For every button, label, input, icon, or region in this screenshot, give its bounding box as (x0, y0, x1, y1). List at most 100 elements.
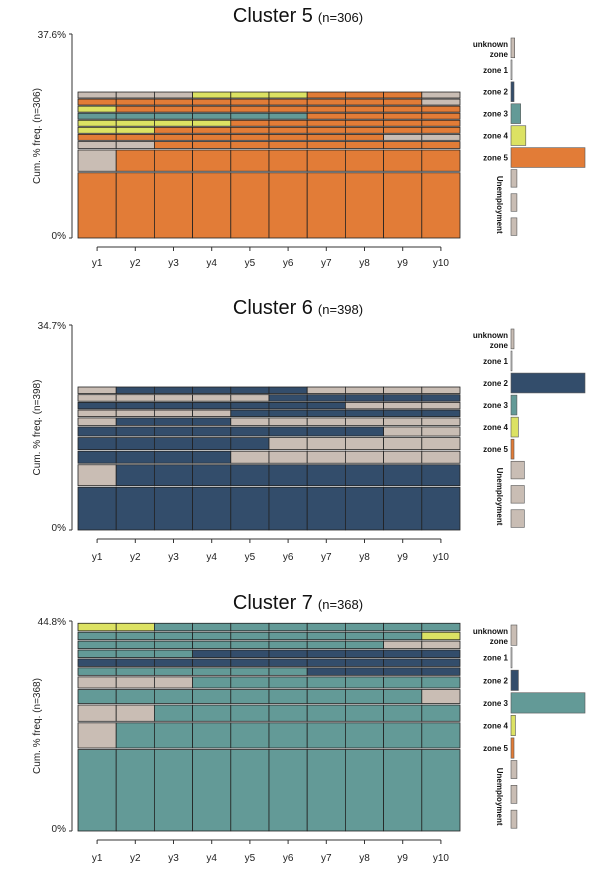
sequence-cell (384, 465, 422, 486)
sequence-cell (422, 705, 460, 721)
chart-title-main: Cluster 5 (233, 5, 313, 27)
legend-label-zone1: zone 1 (483, 357, 508, 366)
sequence-cell (193, 632, 231, 640)
sequence-cell (345, 92, 383, 98)
sequence-cell (231, 150, 269, 171)
sequence-cell (193, 134, 231, 140)
sequence-cell (384, 106, 422, 112)
sequence-cell (116, 659, 154, 667)
sequence-cell (269, 690, 307, 704)
sequence-cell (231, 410, 269, 417)
sequence-cell (154, 623, 192, 631)
x-tick-label: y4 (206, 258, 217, 269)
sequence-cell (78, 120, 116, 126)
sequence-cell (78, 410, 116, 417)
sequence-cell (193, 395, 231, 402)
sequence-cell (345, 465, 383, 486)
sequence-cell (307, 150, 345, 171)
sequence-cell (345, 451, 383, 463)
sequence-cell (422, 92, 460, 98)
sequence-cell (154, 668, 192, 676)
sequence-cell (384, 150, 422, 171)
sequence-cell (116, 632, 154, 640)
sequence-cell (422, 106, 460, 112)
sequence-cell (154, 173, 192, 238)
sequence-cell (345, 99, 383, 105)
sequence-cell (231, 92, 269, 98)
sequence-cell (193, 487, 231, 530)
x-tick-label: y2 (130, 552, 141, 563)
sequence-cell (307, 127, 345, 133)
sequence-cell (422, 677, 460, 688)
x-tick-label: y6 (283, 853, 294, 864)
sequence-cell (269, 659, 307, 667)
sequence-cell (422, 134, 460, 140)
sequence-cell (231, 106, 269, 112)
sequence-cell (193, 623, 231, 631)
legend-label-zone3: zone 3 (483, 110, 508, 119)
sequence-cell (307, 120, 345, 126)
sequence-cell (154, 142, 192, 149)
sequence-cell (116, 127, 154, 133)
sequence-cell (384, 632, 422, 640)
x-tick-label: y6 (283, 258, 294, 269)
cluster-panel-7: Cluster 7 (n=368) 44.8% 0% Cum. % freq. (n=3… (32, 592, 585, 864)
sequence-cell (384, 120, 422, 126)
legend-label-unemployment: Unemployment (495, 768, 504, 826)
sequence-cell (78, 395, 116, 402)
sequence-cell (193, 173, 231, 238)
sequence-cell (116, 173, 154, 238)
sequence-cell (78, 402, 116, 409)
sequence-cell (78, 150, 116, 171)
x-tick-label: y1 (92, 258, 103, 269)
sequence-cell (384, 641, 422, 649)
dist-bar-zone4 (511, 126, 526, 146)
dist-bar-zone1 (511, 60, 512, 80)
sequence-cell (154, 134, 192, 140)
sequence-cell (345, 150, 383, 171)
sequence-cell (154, 113, 192, 119)
x-tick-label: y1 (92, 853, 103, 864)
x-tick-label: y7 (321, 853, 332, 864)
sequence-cell (345, 438, 383, 450)
sequence-cell (345, 677, 383, 688)
sequence-cell (154, 451, 192, 463)
sequence-cell (269, 92, 307, 98)
sequence-cell (231, 173, 269, 238)
sequence-cell (116, 438, 154, 450)
x-tick-label: y4 (206, 853, 217, 864)
y-min-label: 0% (52, 231, 67, 242)
sequence-cell (78, 438, 116, 450)
sequence-cell (384, 690, 422, 704)
sequence-cell (384, 402, 422, 409)
sequence-cell (307, 623, 345, 631)
sequence-cell (422, 127, 460, 133)
sequence-cell (307, 113, 345, 119)
x-tick-label: y5 (245, 258, 256, 269)
sequence-cell (78, 690, 116, 704)
sequence-cell (193, 142, 231, 149)
sequence-cell (78, 465, 116, 486)
legend-label-line: zone (490, 50, 509, 59)
dist-bar-unemployment (511, 760, 517, 778)
sequence-cell (231, 387, 269, 394)
sequence-cell (269, 705, 307, 721)
sequence-cell (384, 142, 422, 149)
sequence-cell (154, 99, 192, 105)
sequence-cell (269, 418, 307, 426)
chart-title-n: (n=398) (318, 302, 363, 317)
dist-bar-unemployment (511, 486, 524, 504)
sequence-cell (269, 487, 307, 530)
x-tick-label: y2 (130, 258, 141, 269)
sequence-cell (154, 705, 192, 721)
dist-bar-zone3 (511, 104, 521, 124)
legend-label-line: unknown (473, 40, 508, 49)
sequence-cell (345, 705, 383, 721)
sequence-cell (154, 395, 192, 402)
sequence-cell (193, 465, 231, 486)
dist-bar-zone1 (511, 648, 512, 668)
legend-label-zone3: zone 3 (483, 401, 508, 410)
sequence-cell (154, 632, 192, 640)
sequence-cell (193, 150, 231, 171)
dist-bar-zone3 (511, 395, 517, 415)
